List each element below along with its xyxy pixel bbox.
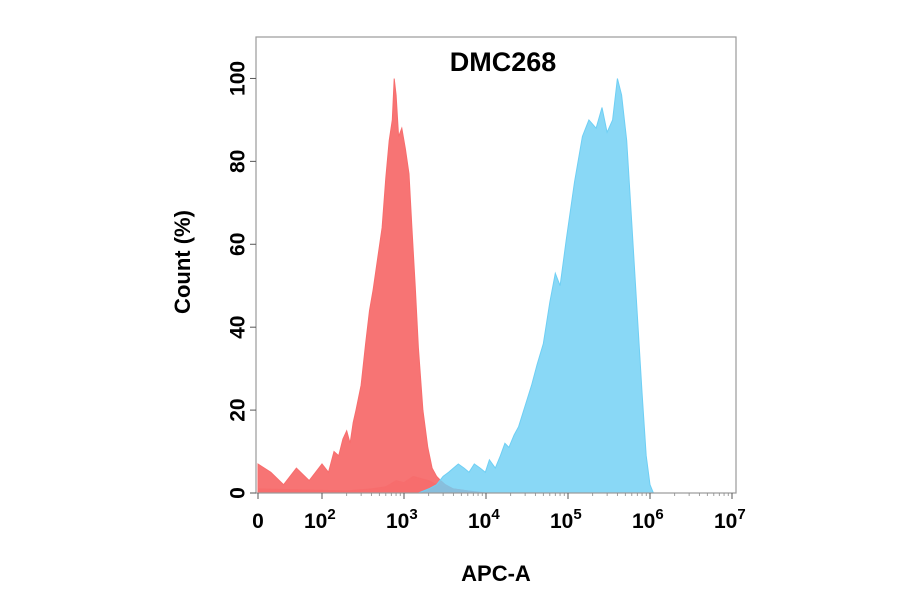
y-tick-label: 80 <box>227 150 250 173</box>
y-tick-label: 100 <box>227 61 250 96</box>
x-tick-label: 104 <box>468 506 500 533</box>
chart-title: DMC268 <box>450 47 557 77</box>
plot-frame <box>255 36 737 494</box>
x-tick-label: 107 <box>714 506 746 533</box>
x-axis-title: APC-A <box>461 561 531 586</box>
histogram-series-3 <box>418 78 655 494</box>
x-tick-label: 102 <box>304 506 336 533</box>
x-tick-label: 103 <box>386 506 418 533</box>
x-tick-label: 0 <box>252 510 264 533</box>
x-tick-label: 105 <box>550 506 582 533</box>
axes-layer: 0 20 40 60 80 100 0 102 103 104 105 106 107 <box>227 61 746 533</box>
y-tick-label: 0 <box>227 487 250 499</box>
y-tick-label: 40 <box>227 316 250 339</box>
x-tick-label: 106 <box>632 506 664 533</box>
y-tick-label: 60 <box>227 233 250 256</box>
series-layer <box>257 78 655 494</box>
y-tick-label: 20 <box>227 398 250 421</box>
y-axis-title: Count (%) <box>170 210 195 314</box>
histogram-series-1 <box>257 78 487 494</box>
